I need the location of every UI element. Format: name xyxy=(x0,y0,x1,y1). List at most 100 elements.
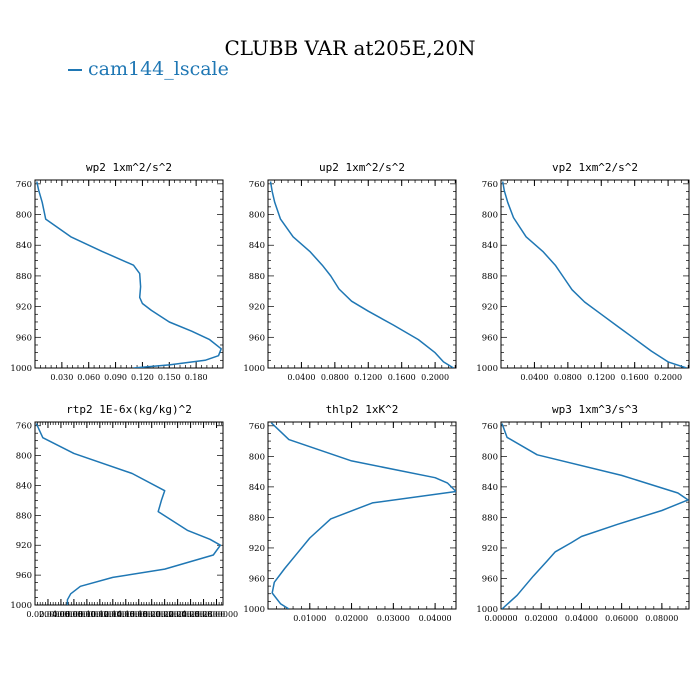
y-tick-label: 1000 xyxy=(10,364,32,374)
series-line xyxy=(36,181,222,368)
y-tick-label: 1000 xyxy=(243,605,265,615)
y-tick-label: 920 xyxy=(482,303,498,313)
y-tick-label: 840 xyxy=(482,483,498,493)
x-tick-label: 0.08000 xyxy=(645,614,678,623)
x-tick-label: 0.150 xyxy=(158,373,181,382)
legend-label: cam144_lscale xyxy=(88,58,229,80)
figure-title: CLUBB VAR at205E,20N xyxy=(224,36,476,60)
y-tick-label: 920 xyxy=(249,544,265,554)
y-tick-label: 1000 xyxy=(243,364,265,374)
x-tick-label: 0.180 xyxy=(185,373,208,382)
legend: cam144_lscale xyxy=(68,58,229,80)
series-line xyxy=(501,181,687,368)
y-tick-label: 880 xyxy=(482,513,498,523)
x-tick-label: 0.030 xyxy=(50,373,73,382)
panel-title: vp2 1xm^2/s^2 xyxy=(552,161,638,174)
y-tick-label: 920 xyxy=(16,541,32,551)
y-tick-label: 960 xyxy=(249,574,265,584)
y-tick-label: 800 xyxy=(249,452,265,462)
y-tick-label: 800 xyxy=(249,211,265,221)
x-tick-label: 0.090 xyxy=(104,373,127,382)
x-tick-label: 0.2200000 xyxy=(156,610,199,619)
panel-2: up2 1xm^2/s^2 0.0400 0.0800 0.1200 0.1600 0.2… xyxy=(243,161,457,382)
y-tick-label: 960 xyxy=(249,333,265,343)
panel-4: rtp2 1E-6x(kg/kg)^2 0.02000000.04000000.0… xyxy=(10,403,238,619)
plot-frame xyxy=(500,421,690,610)
x-tick-label: 0.120 xyxy=(131,373,154,382)
y-tick-label: 960 xyxy=(16,333,32,343)
panel-3: vp2 1xm^2/s^2 0.0400 0.0800 0.1200 0.1600 0.2… xyxy=(476,161,690,382)
x-tick-label: 0.1600 xyxy=(388,373,416,382)
y-tick-label: 960 xyxy=(482,333,498,343)
panel-title: wp2 1xm^2/s^2 xyxy=(86,161,172,174)
plot-frame xyxy=(500,179,690,369)
plot-frame xyxy=(267,421,457,610)
x-tick-label: 0.2000 xyxy=(421,373,449,382)
x-tick-label: 0.1000000 xyxy=(78,610,121,619)
x-tick-label: 0.02000 xyxy=(335,614,368,623)
y-tick-label: 1000 xyxy=(10,601,32,611)
y-tick-label: 760 xyxy=(16,180,32,190)
x-tick-label: 0.1400000 xyxy=(104,610,147,619)
x-tick-label: 0.0200000 xyxy=(26,610,69,619)
plot-frame xyxy=(34,179,224,369)
y-tick-label: 800 xyxy=(16,452,32,462)
y-tick-label: 880 xyxy=(482,272,498,282)
y-tick-label: 840 xyxy=(16,241,32,251)
x-tick-label: 0.1600 xyxy=(621,373,649,382)
y-tick-label: 800 xyxy=(16,211,32,221)
panel-title: rtp2 1E-6x(kg/kg)^2 xyxy=(66,403,192,416)
x-tick-label: 0.1200 xyxy=(354,373,382,382)
x-tick-label: 0.0800 xyxy=(554,373,582,382)
x-tick-label: 0.2600000 xyxy=(182,610,225,619)
plot-frame xyxy=(267,179,457,369)
x-tick-label: 0.0400 xyxy=(287,373,315,382)
panel-5: thlp2 1xK^2 0.01000 0.02000 0.03000 0.04000 7… xyxy=(243,403,457,623)
x-tick-label: 0.2000000 xyxy=(143,610,186,619)
x-tick-label: 0.06000 xyxy=(605,614,638,623)
y-tick-label: 840 xyxy=(249,241,265,251)
y-tick-label: 840 xyxy=(249,483,265,493)
x-tick-label: 0.0800000 xyxy=(65,610,108,619)
y-tick-label: 960 xyxy=(16,571,32,581)
panel-1: wp2 1xm^2/s^2 0.030 0.060 0.090 0.120 0.150 0.… xyxy=(10,161,224,382)
x-tick-label: 0.1200 xyxy=(587,373,615,382)
y-tick-label: 920 xyxy=(249,303,265,313)
series-line xyxy=(269,181,454,368)
y-tick-label: 880 xyxy=(16,272,32,282)
y-tick-label: 880 xyxy=(249,272,265,282)
series-line xyxy=(270,422,456,609)
panel-title: wp3 1xm^3/s^3 xyxy=(552,403,638,416)
y-tick-label: 760 xyxy=(249,422,265,432)
panel-title: thlp2 1xK^2 xyxy=(326,403,399,416)
series-line xyxy=(35,423,222,605)
panel-title: up2 1xm^2/s^2 xyxy=(319,161,405,174)
y-tick-label: 880 xyxy=(249,513,265,523)
x-tick-label: 0.2400000 xyxy=(169,610,212,619)
x-tick-label: 0.1600000 xyxy=(117,610,160,619)
y-tick-label: 1000 xyxy=(476,605,498,615)
y-tick-label: 760 xyxy=(249,180,265,190)
y-tick-label: 800 xyxy=(482,452,498,462)
y-tick-label: 840 xyxy=(482,241,498,251)
x-tick-label: 0.060 xyxy=(77,373,100,382)
y-tick-label: 840 xyxy=(16,481,32,491)
x-tick-label: 0.2800000 xyxy=(195,610,238,619)
series-line xyxy=(501,423,689,609)
x-tick-label: 0.1800000 xyxy=(130,610,173,619)
y-tick-label: 800 xyxy=(482,211,498,221)
x-tick-label: 0.0400000 xyxy=(39,610,82,619)
y-tick-label: 760 xyxy=(482,422,498,432)
y-tick-label: 1000 xyxy=(476,364,498,374)
x-tick-label: 0.0400 xyxy=(520,373,548,382)
legend-swatch xyxy=(68,69,82,71)
y-tick-label: 880 xyxy=(16,511,32,521)
x-tick-label: 0.01000 xyxy=(293,614,326,623)
y-tick-label: 920 xyxy=(16,303,32,313)
x-tick-label: 0.2000 xyxy=(654,373,682,382)
x-tick-label: 0.02000 xyxy=(525,614,558,623)
y-tick-label: 760 xyxy=(16,422,32,432)
x-tick-label: 0.04000 xyxy=(565,614,598,623)
